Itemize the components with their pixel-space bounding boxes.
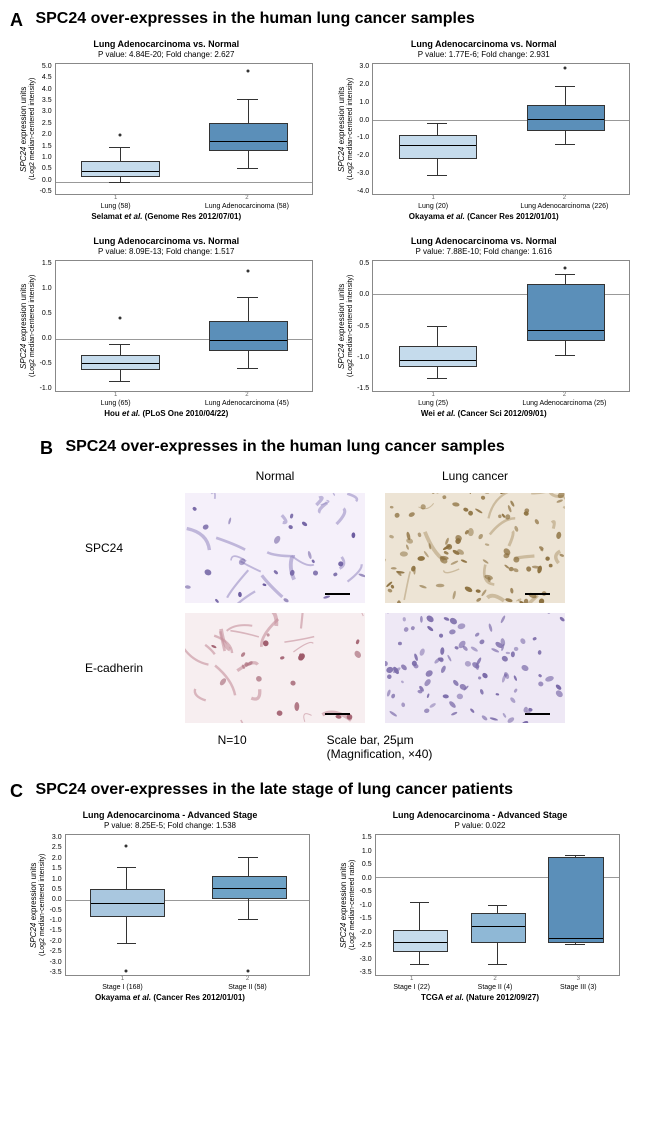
ihc-image-ecad-cancer [385,613,565,723]
ihc-mag: (Magnification, ×40) [327,747,433,761]
ihc-n: N=10 [218,733,247,761]
boxplot-chart: Lung Adenocarcinoma vs. NormalP value: 8… [20,236,313,418]
y-axis-label: SPC24 expression units(Log2 median-cente… [340,834,358,976]
chart-subtitle: P value: 8.25E-5; Fold change: 1.538 [30,821,310,830]
ihc-image-spc24-cancer [385,493,565,603]
boxplot-chart: Lung Adenocarcinoma - Advanced StageP va… [30,810,310,1002]
box [81,161,160,177]
ihc-footer: N=10 Scale bar, 25µm (Magnification, ×40… [10,733,640,761]
chart-source: Selamat et al. (Genome Res 2012/07/01) [20,212,313,221]
panel-b: B SPC24 over-expresses in the human lung… [10,438,640,761]
x-axis-labels: Lung (25)Lung Adenocarcinoma (25) [368,400,631,407]
box [81,355,160,370]
panel-c-charts: Lung Adenocarcinoma - Advanced StageP va… [10,810,640,1002]
chart-title: Lung Adenocarcinoma vs. Normal [338,236,631,246]
chart-title: Lung Adenocarcinoma vs. Normal [20,236,313,246]
y-axis-ticks: 3.02.52.01.51.00.50.0-0.5-1.0-1.5-2.0-2.… [50,834,65,976]
plot-area [55,260,313,392]
boxplot-chart: Lung Adenocarcinoma vs. NormalP value: 7… [338,236,631,418]
y-axis-ticks: 1.51.00.50.0-0.5-1.0-1.5-2.0-2.5-3.0-3.5 [360,834,375,976]
panel-b-title: SPC24 over-expresses in the human lung c… [65,438,504,456]
chart-subtitle: P value: 4.84E-20; Fold change: 2.627 [20,50,313,59]
boxplot-chart: Lung Adenocarcinoma vs. NormalP value: 4… [20,39,313,221]
y-axis-label: SPC24 expression units(Log2 median-cente… [20,63,38,195]
panel-a-charts: Lung Adenocarcinoma vs. NormalP value: 4… [10,39,640,418]
plot-area [375,834,620,976]
x-axis-labels: Lung (58)Lung Adenocarcinoma (58) [50,203,313,210]
chart-title: Lung Adenocarcinoma vs. Normal [338,39,631,49]
box [548,857,604,943]
ihc-grid: Normal Lung cancer SPC24 E-cadherin [10,469,640,723]
chart-source: Okayama et al. (Cancer Res 2012/01/01) [30,993,310,1002]
y-axis-ticks: 1.51.00.50.0-0.5-1.0 [40,260,55,392]
ihc-scale: Scale bar, 25µm [327,733,433,747]
ihc-col-normal: Normal [185,469,365,483]
x-axis-labels: Stage I (168)Stage II (58) [60,984,310,991]
boxplot-chart: Lung Adenocarcinoma - Advanced StageP va… [340,810,620,1002]
chart-subtitle: P value: 7.88E-10; Fold change: 1.616 [338,247,631,256]
box [399,346,478,368]
zero-line [56,182,312,183]
box [209,321,288,352]
box [527,284,606,341]
y-axis-label: SPC24 expression units(Log2 median-cente… [338,63,356,195]
chart-source: Okayama et al. (Cancer Res 2012/01/01) [338,212,631,221]
chart-subtitle: P value: 8.09E-13; Fold change: 1.517 [20,247,313,256]
y-axis-ticks: 5.04.54.03.53.02.52.01.51.00.50.0-0.5 [40,63,55,195]
plot-area [65,834,310,976]
plot-area [372,260,630,392]
y-axis-label: SPC24 expression units(Log2 median-cente… [20,260,38,392]
chart-source: TCGA et al. (Nature 2012/09/27) [340,993,620,1002]
panel-a: A SPC24 over-expresses in the human lung… [10,10,640,418]
y-axis-label: SPC24 expression units(Log2 median-cente… [338,260,356,392]
box [90,889,165,917]
chart-subtitle: P value: 0.022 [340,821,620,830]
x-axis-labels: Stage I (22)Stage II (4)Stage III (3) [370,984,620,991]
box [471,913,527,943]
chart-subtitle: P value: 1.77E-6; Fold change: 2.931 [338,50,631,59]
box [393,930,449,952]
x-axis-labels: Lung (65)Lung Adenocarcinoma (45) [50,400,313,407]
plot-area [55,63,313,195]
y-axis-ticks: 3.02.01.00.0-1.0-2.0-3.0-4.0 [357,63,372,195]
panel-b-label: B [40,438,53,459]
ihc-image-ecad-normal [185,613,365,723]
y-axis-label: SPC24 expression units(Log2 median-cente… [30,834,48,976]
box [209,123,288,151]
panel-a-title: SPC24 over-expresses in the human lung c… [35,10,474,28]
chart-title: Lung Adenocarcinoma - Advanced Stage [30,810,310,820]
chart-title: Lung Adenocarcinoma - Advanced Stage [340,810,620,820]
box [399,135,478,159]
box [527,105,606,131]
chart-title: Lung Adenocarcinoma vs. Normal [20,39,313,49]
box [212,876,287,900]
panel-c-label: C [10,781,23,802]
chart-source: Hou et al. (PLoS One 2010/04/22) [20,409,313,418]
panel-c-title: SPC24 over-expresses in the late stage o… [35,781,513,799]
chart-source: Wei et al. (Cancer Sci 2012/09/01) [338,409,631,418]
panel-c: C SPC24 over-expresses in the late stage… [10,781,640,1002]
ihc-col-cancer: Lung cancer [385,469,565,483]
panel-a-label: A [10,10,23,31]
ihc-row-spc24: SPC24 [85,541,165,555]
x-axis-labels: Lung (20)Lung Adenocarcinoma (226) [368,203,631,210]
plot-area [372,63,630,195]
ihc-row-ecad: E-cadherin [85,661,165,675]
boxplot-chart: Lung Adenocarcinoma vs. NormalP value: 1… [338,39,631,221]
y-axis-ticks: 0.50.0-0.5-1.0-1.5 [357,260,372,392]
ihc-image-spc24-normal [185,493,365,603]
